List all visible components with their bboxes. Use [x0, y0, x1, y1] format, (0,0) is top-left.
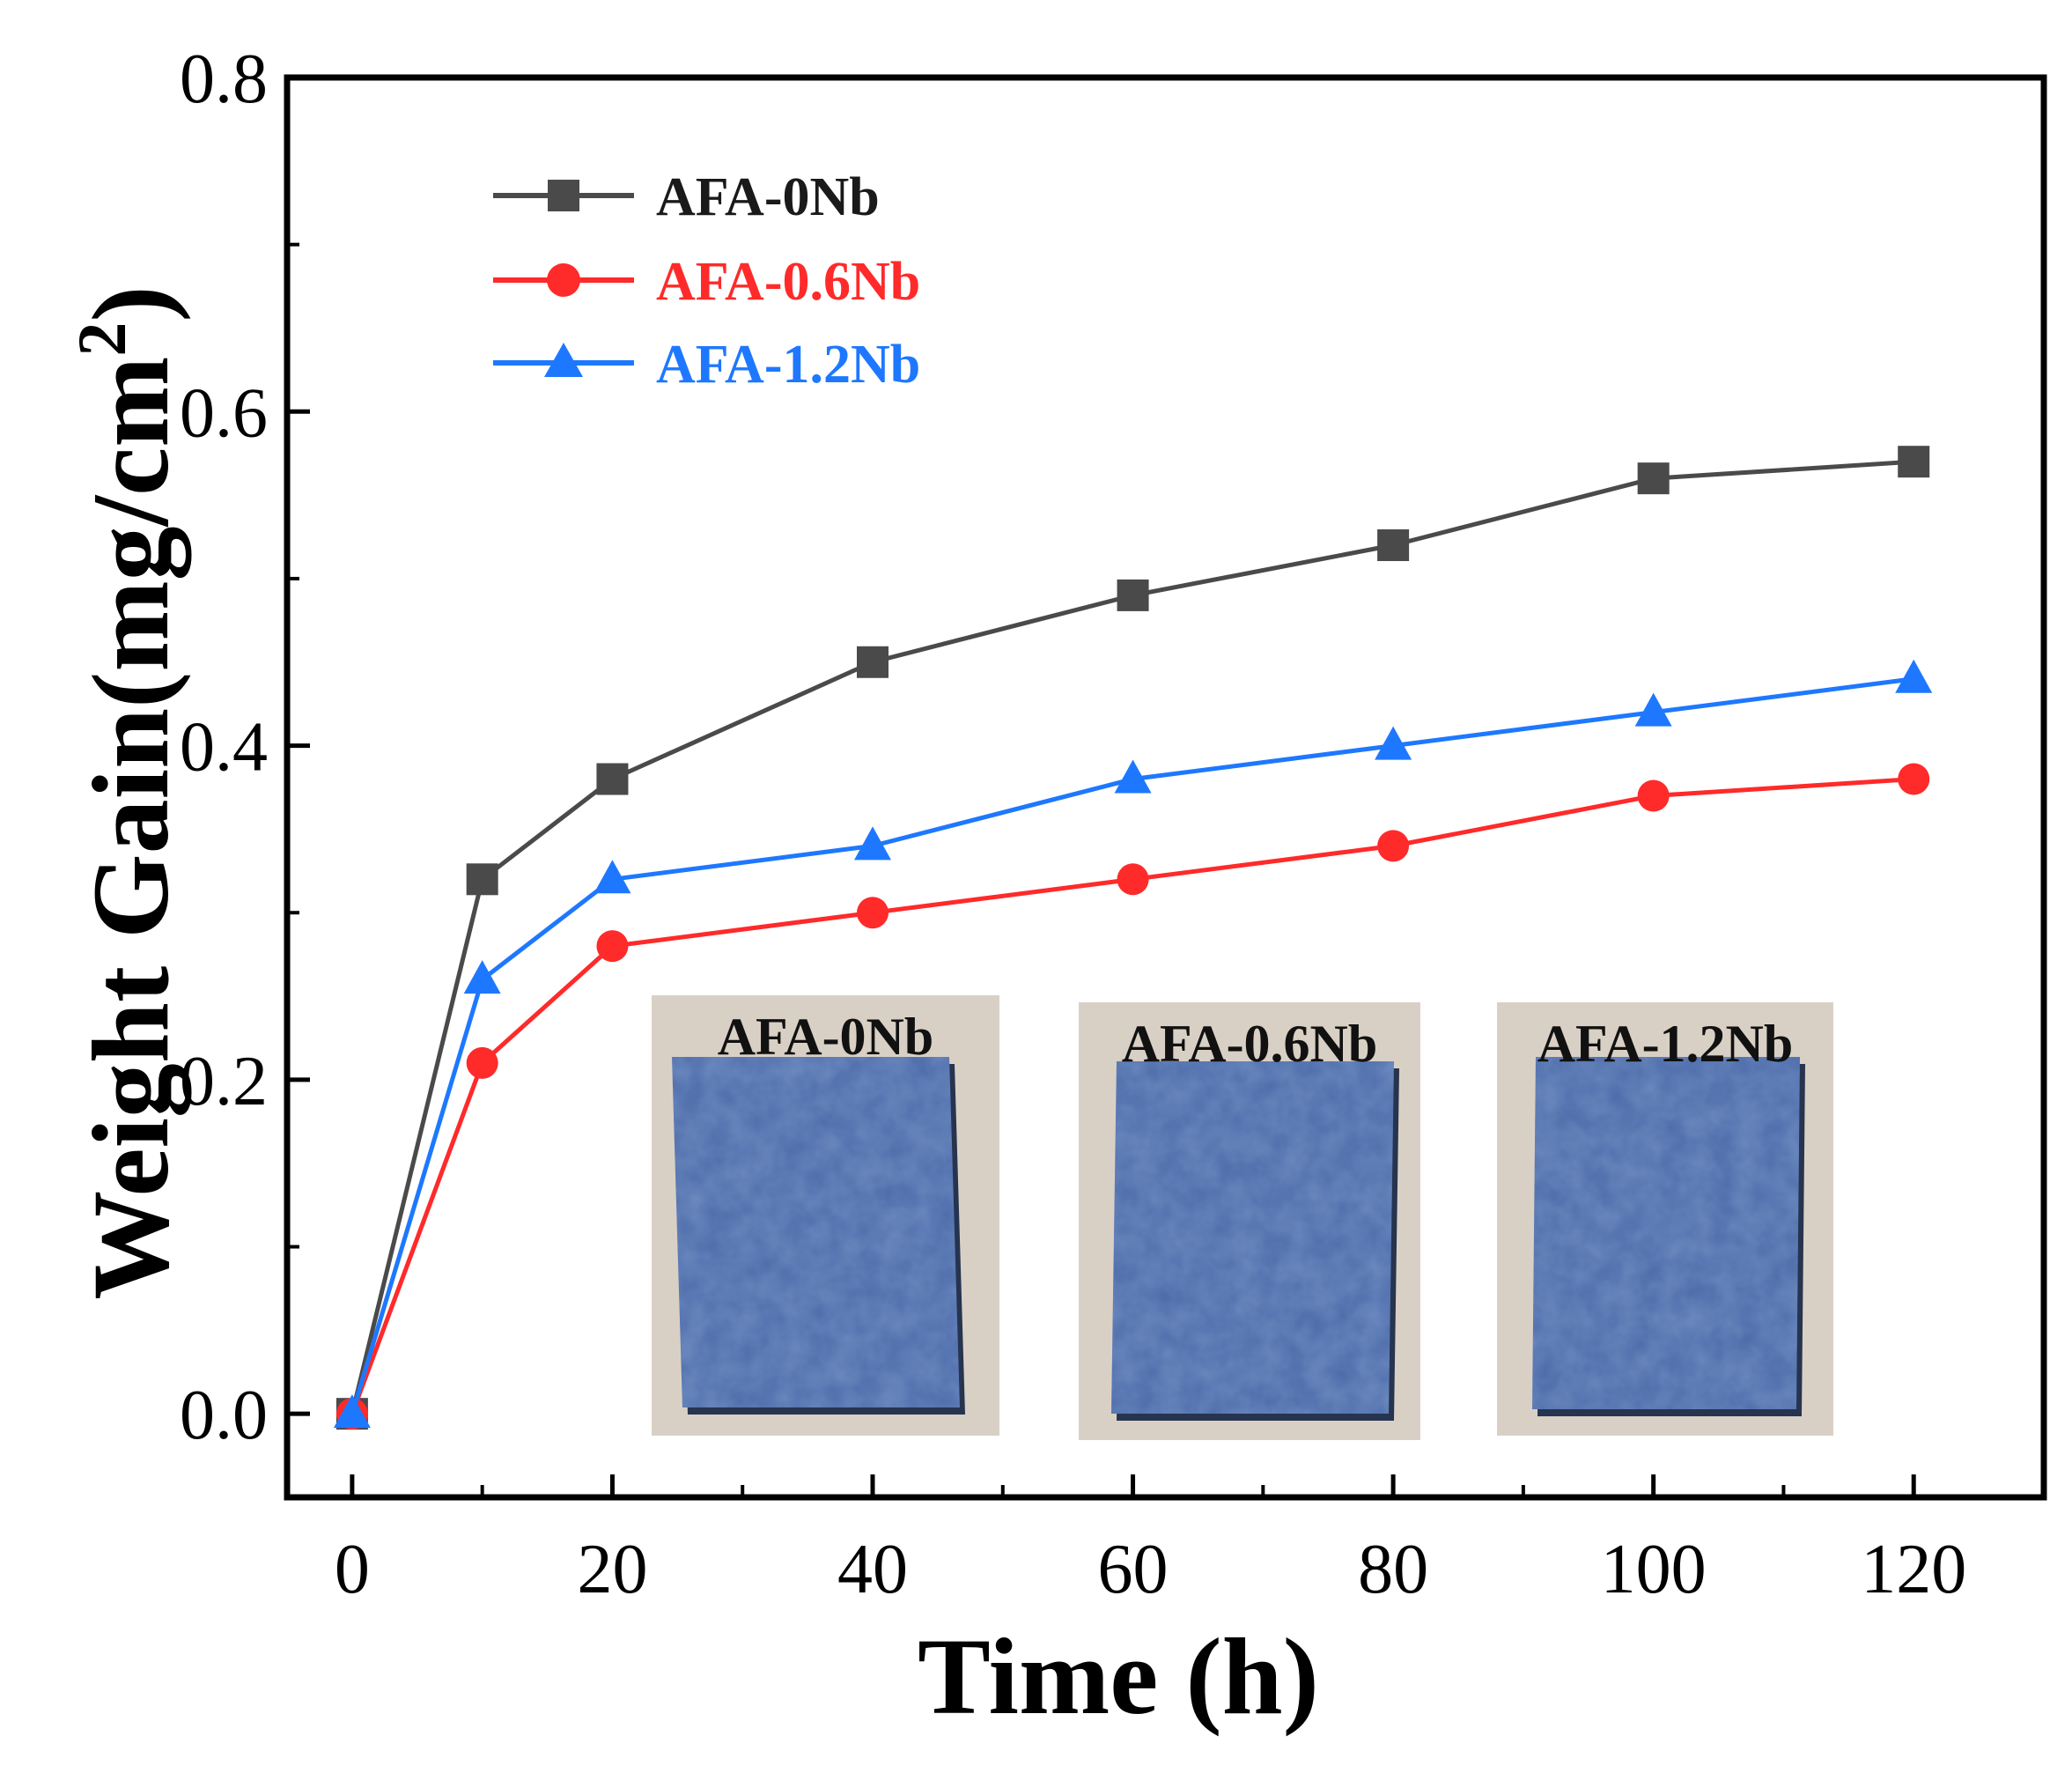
data-series: [333, 446, 1933, 1430]
series-2-point-5: [1375, 726, 1412, 760]
series-0-point-2: [596, 763, 629, 795]
y-axis-title: Weight Gain(mg/cm2): [63, 285, 192, 1299]
series-1-point-1: [466, 1046, 498, 1079]
sample-texture: [1111, 1061, 1394, 1414]
series-0-point-1: [466, 863, 498, 896]
inset-photos: AFA-0Nb AFA-0.6Nb AFA-1.2Nb: [652, 995, 1833, 1440]
series-line-0: [350, 459, 1914, 1415]
series-2-point-0: [333, 1394, 371, 1429]
x-tick-label-2: 40: [837, 1531, 908, 1608]
series-0: [336, 446, 1930, 1430]
y-tick-label-2: 0.4: [180, 709, 268, 787]
series-2-point-1: [463, 960, 501, 994]
inset-photo-label-2: AFA-1.2Nb: [1537, 1015, 1794, 1073]
series-2: [333, 659, 1933, 1429]
y-tick-label-3: 0.6: [180, 374, 268, 452]
legend-entry-2: AFA-1.2Nb: [493, 335, 920, 395]
legend-label-2: AFA-1.2Nb: [656, 335, 920, 395]
y-axis-title-main: Weight Gain(mg/cm: [70, 357, 192, 1300]
legend-entry-0: AFA-0Nb: [493, 167, 880, 227]
series-0-point-4: [1117, 579, 1149, 611]
y-axis-title-superscript: 2: [63, 322, 140, 357]
legend-entry-1: AFA-0.6Nb: [493, 252, 920, 312]
x-tick-label-3: 60: [1098, 1531, 1169, 1608]
series-2-point-7: [1895, 659, 1933, 693]
series-1-point-3: [857, 897, 889, 929]
series-0-point-6: [1637, 462, 1670, 495]
series-2-point-4: [1114, 759, 1152, 794]
legend-marker-0: [548, 180, 579, 211]
inset-photo-1: AFA-0.6Nb: [1079, 1002, 1420, 1440]
series-1-point-4: [1117, 863, 1149, 896]
x-axis-title: Time (h): [918, 1616, 1319, 1737]
x-tick-label-6: 120: [1861, 1531, 1966, 1608]
axes: 0 20 40 60 80 100 120 0.0 0.2 0.4 0.6 0.8: [180, 41, 1966, 1608]
inset-photo-0: AFA-0Nb: [652, 995, 999, 1436]
series-1-point-2: [596, 930, 629, 963]
series-1-point-6: [1637, 779, 1670, 812]
legend: AFA-0Nb AFA-0.6Nb AFA-1.2Nb: [493, 167, 920, 395]
legend-marker-1: [547, 263, 580, 297]
inset-photo-2: AFA-1.2Nb: [1497, 1002, 1833, 1436]
series-line-1: [350, 777, 1914, 1415]
inset-photo-label-0: AFA-0Nb: [718, 1008, 934, 1066]
y-tick-label-1: 0.2: [180, 1043, 268, 1120]
series-0-point-7: [1898, 446, 1930, 478]
y-tick-label-0: 0.0: [180, 1377, 268, 1454]
series-0-point-5: [1377, 529, 1410, 562]
plot-frame: [284, 74, 2047, 1501]
x-tick-label-4: 80: [1358, 1531, 1428, 1608]
sample-texture: [1532, 1057, 1800, 1409]
x-tick-label-0: 0: [335, 1531, 370, 1608]
series-1-point-5: [1377, 830, 1410, 862]
sample-texture: [672, 1057, 960, 1407]
inset-photo-label-1: AFA-0.6Nb: [1122, 1015, 1378, 1073]
series-line-2: [350, 676, 1914, 1415]
series-2-point-3: [854, 826, 891, 861]
x-tick-label-5: 100: [1601, 1531, 1707, 1608]
y-axis-title-close: ): [70, 285, 191, 321]
legend-label-1: AFA-0.6Nb: [656, 252, 920, 312]
y-tick-label-4: 0.8: [180, 41, 268, 118]
legend-marker-2: [544, 343, 583, 377]
x-tick-label-1: 20: [577, 1531, 647, 1608]
series-2-point-6: [1634, 692, 1672, 727]
series-0-point-3: [857, 646, 889, 678]
series-1-point-7: [1898, 763, 1930, 795]
legend-label-0: AFA-0Nb: [656, 167, 880, 227]
series-2-point-2: [594, 860, 631, 894]
